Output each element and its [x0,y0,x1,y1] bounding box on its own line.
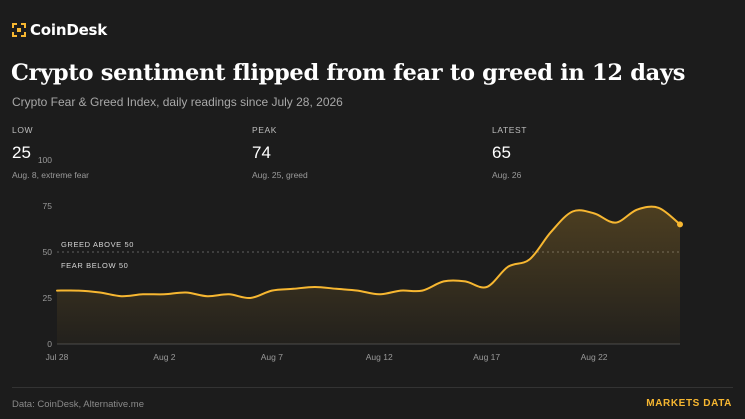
stat-low: LOW 25 Aug. 8, extreme fear [12,125,89,180]
y-tick-label: 50 [43,247,53,257]
source-note: Data: CoinDesk, Alternative.me [12,399,145,410]
stat-peak: PEAK 74 Aug. 25, greed [252,125,308,180]
stat-peak-note: Aug. 25, greed [252,170,308,180]
stat-latest: LATEST 65 Aug. 26 [492,125,527,180]
stat-latest-label: LATEST [492,125,528,135]
stat-latest-note: Aug. 26 [492,170,522,180]
coindesk-logo[interactable]: CoinDesk [12,21,107,39]
threshold-label-greed: GREED ABOVE 50 [61,240,134,249]
x-tick-label: Aug 7 [261,352,283,362]
y-tick-label: 100 [38,155,52,165]
x-tick-label: Aug 12 [366,352,393,362]
series-area-fill [57,206,680,344]
stat-low-label: LOW [12,125,34,135]
footer-divider [12,387,733,388]
stat-latest-value: 65 [492,143,511,162]
stat-low-value: 25 [12,143,31,162]
headline: Crypto sentiment flipped from fear to gr… [11,60,686,86]
x-tick-label: Aug 17 [473,352,500,362]
series-line [56,205,681,300]
brand-name: CoinDesk [30,21,108,39]
y-tick-label: 0 [47,339,52,349]
stat-low-note: Aug. 8, extreme fear [12,170,90,180]
section-link[interactable]: MARKETS DATA [646,398,732,409]
coindesk-logo-icon [12,23,26,37]
subtitle: Crypto Fear & Greed Index, daily reading… [12,95,343,109]
x-tick-label: Aug 2 [153,352,175,362]
y-tick-label: 75 [43,201,53,211]
threshold-label-fear: FEAR BELOW 50 [61,261,128,270]
stat-peak-value: 74 [252,143,271,162]
latest-point-marker [677,221,683,228]
stat-peak-label: PEAK [252,125,278,135]
x-tick-label: Jul 28 [46,352,69,362]
x-tick-label: Aug 22 [581,352,608,362]
y-tick-label: 25 [43,293,53,303]
